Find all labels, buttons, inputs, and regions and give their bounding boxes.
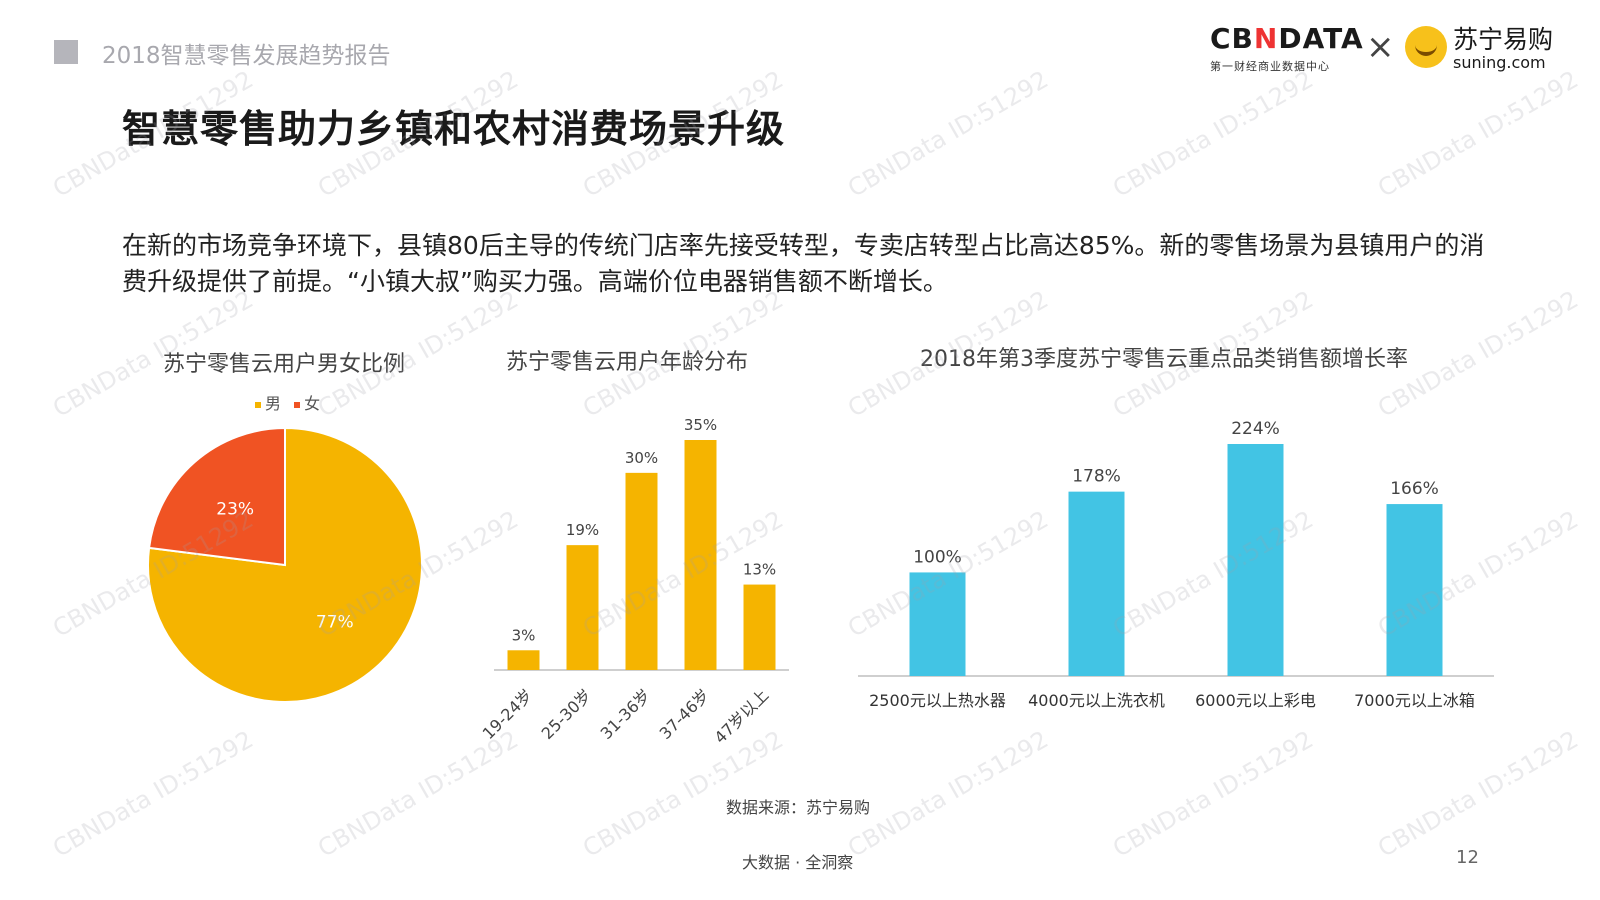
age-bar-chart: 3% 19-24岁 19% 25-30岁 30% 31-36岁 35% 37-46岁 13% 47…: [479, 416, 789, 747]
suning-lion-icon: [1405, 26, 1447, 68]
bar-data-label: 30%: [625, 449, 658, 467]
bar: [507, 650, 540, 670]
gender-chart-title: 苏宁零售云用户男女比例: [163, 352, 406, 377]
growth-chart-title: 2018年第3季度苏宁零售云重点品类销售额增长率: [920, 347, 1408, 372]
legend-item-female: 女: [294, 394, 320, 413]
body-paragraph: 在新的市场竞争环境下，县镇80后主导的传统门店率先接受转型，专卖店转型占比高达8…: [122, 231, 1485, 296]
bar-tick-label: 31-36岁: [597, 685, 655, 743]
pie-label-female: 23%: [216, 499, 254, 519]
bar-data-label: 13%: [743, 561, 776, 579]
bar: [1068, 491, 1125, 676]
bar: [1386, 504, 1443, 676]
logo-separator-icon: ×: [1366, 27, 1395, 67]
watermark-text: CBNData ID:51292: [1108, 65, 1318, 203]
bar: [625, 472, 658, 670]
bar-data-label: 224%: [1231, 419, 1280, 439]
gender-pie-chart: 77% 23%: [147, 426, 423, 703]
page-title: 智慧零售助力乡镇和农村消费场景升级: [122, 107, 786, 151]
watermark-text: CBNData ID:51292: [1373, 725, 1583, 863]
bar-tick-label: 37-46岁: [656, 685, 714, 743]
bar-data-label: 35%: [684, 416, 717, 434]
cbndata-logo-text: CBNDATA: [1210, 22, 1364, 55]
bar-tick-label: 4000元以上洗衣机: [1028, 691, 1165, 710]
report-title: 2018智慧零售发展趋势报告: [102, 43, 391, 69]
bar: [1227, 444, 1284, 676]
bar: [743, 584, 776, 670]
pie-label-male: 77%: [316, 613, 354, 633]
page-number: 12: [1456, 847, 1479, 868]
bar-data-label: 19%: [566, 521, 599, 539]
suning-logo: 苏宁易购 suning.com: [1405, 24, 1565, 74]
data-source: 数据来源：苏宁易购: [726, 798, 871, 817]
legend-swatch-male: [255, 401, 261, 408]
bar-tick-label: 2500元以上热水器: [869, 691, 1006, 710]
legend-item-male: 男: [255, 394, 281, 413]
bar-tick-label: 47岁以上: [711, 685, 773, 747]
pie-slice-female: [147, 426, 286, 567]
cbndata-logo: CBNDATA 第一财经商业数据中心: [1210, 22, 1364, 74]
suning-logo-en: suning.com: [1453, 53, 1546, 72]
growth-bar-chart: 100% 2500元以上热水器 178% 4000元以上洗衣机 224% 6000元以上彩…: [858, 419, 1494, 710]
legend-swatch-female: [294, 401, 301, 408]
watermark-text: CBNData ID:51292: [1108, 725, 1318, 863]
gender-chart-legend: 男 女: [255, 390, 328, 414]
watermark-text: CBNData ID:51292: [48, 725, 258, 863]
bar-tick-label: 25-30岁: [538, 685, 596, 743]
bar-tick-label: 7000元以上冰箱: [1354, 691, 1475, 710]
age-chart-title: 苏宁零售云用户年龄分布: [506, 350, 749, 375]
watermark-text: CBNData ID:51292: [843, 725, 1053, 863]
bar-data-label: 3%: [512, 626, 536, 644]
bar-data-label: 100%: [913, 547, 962, 567]
watermark-text: CBNData ID:51292: [843, 65, 1053, 203]
bar-tick-label: 19-24岁: [479, 685, 537, 743]
bar-tick-label: 6000元以上彩电: [1195, 691, 1316, 710]
cbndata-logo-subtitle: 第一财经商业数据中心: [1210, 60, 1330, 73]
suning-logo-cn: 苏宁易购: [1453, 25, 1554, 54]
bar-data-label: 166%: [1390, 479, 1439, 499]
bar: [566, 545, 599, 670]
bar-data-label: 178%: [1072, 467, 1121, 487]
header-square-icon: [54, 40, 78, 64]
bar: [684, 440, 717, 670]
bar: [909, 572, 966, 676]
footer-slogan: 大数据 · 全洞察: [742, 853, 854, 872]
watermark-text: CBNData ID:51292: [1373, 65, 1583, 203]
